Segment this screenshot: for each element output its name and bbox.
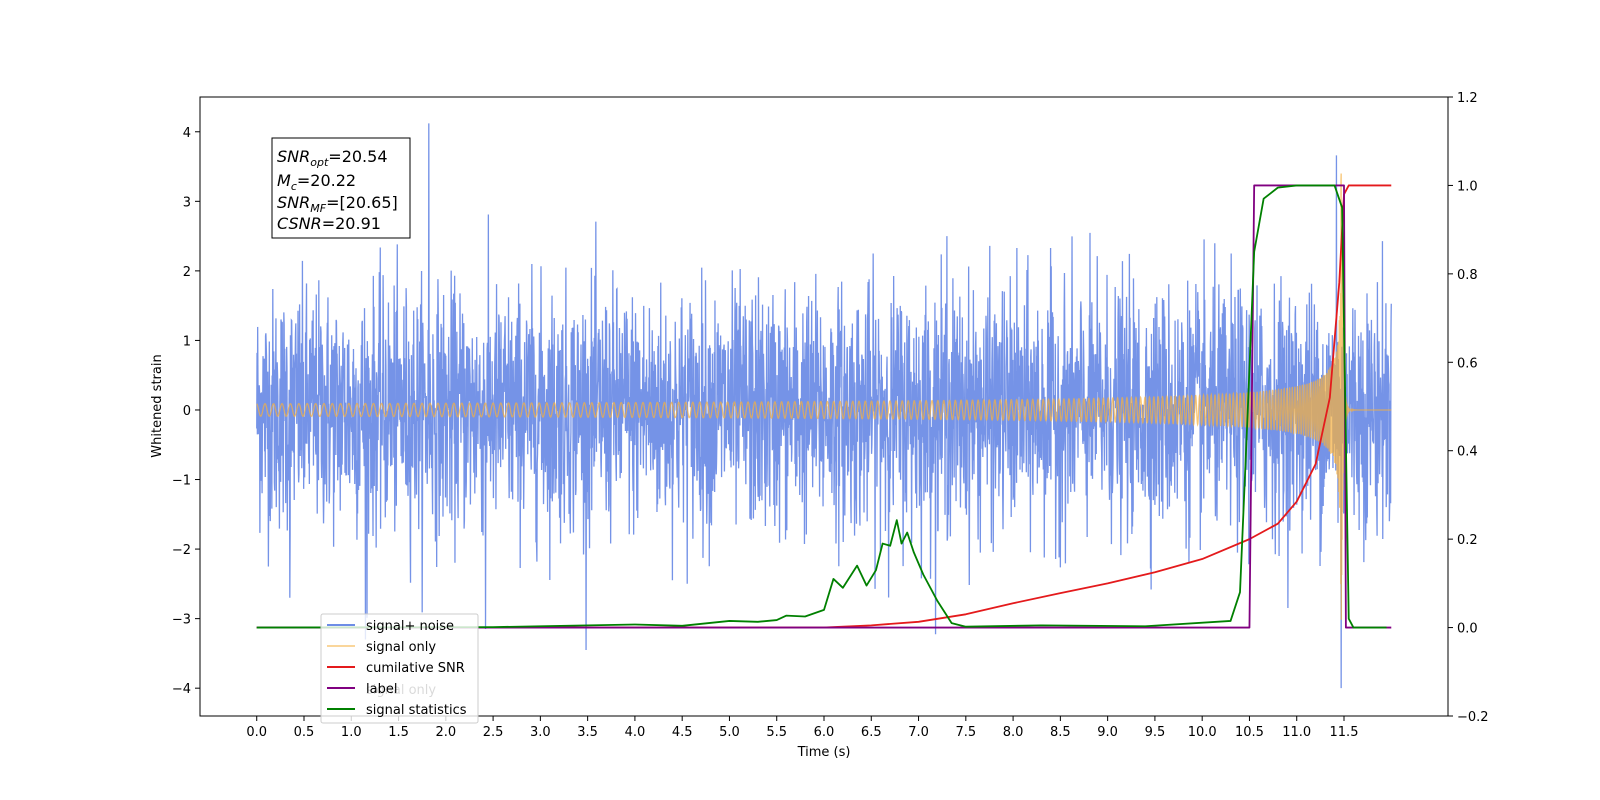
x-tick-label: 5.0	[719, 725, 740, 740]
y-tick-label: −1	[172, 474, 191, 489]
x-tick-label: 1.5	[388, 725, 409, 740]
y2-tick-label: 0.0	[1457, 622, 1478, 637]
y-tick-label: 3	[183, 195, 191, 210]
y2-tick-label: 1.0	[1457, 179, 1478, 194]
legend-label-cumilative-snr: cumilative SNR	[366, 661, 465, 676]
annotation-mc-value: =20.22	[297, 171, 356, 190]
x-tick-label: 0.5	[294, 725, 315, 740]
x-tick-label: 0.0	[246, 725, 267, 740]
y-tick-label: 4	[183, 126, 191, 141]
y2-tick-label: 0.4	[1457, 445, 1478, 460]
legend-label-signal-noise: signal+ noise	[366, 619, 454, 634]
annotation-snr-opt-subscript: opt	[310, 156, 329, 169]
legend: signal only signal+ noise signal only cu…	[320, 613, 479, 724]
x-tick-label: 7.5	[955, 725, 976, 740]
annotation-csnr: CSNR=20.91	[277, 214, 381, 233]
annotation-box: SNRopt=20.54 Mc=20.22 SNRMF=[20.65] CSNR…	[271, 137, 411, 239]
annotation-snr-opt-symbol: SNR	[277, 147, 310, 166]
y-tick-label: 1	[183, 334, 191, 349]
legend-label-signal-only: signal only	[366, 640, 436, 655]
y2-tick-label: −0.2	[1457, 710, 1489, 725]
annotation-snr-mf-subscript: MF	[310, 202, 326, 215]
x-tick-label: 10.5	[1235, 725, 1264, 740]
y-tick-label: 0	[183, 404, 191, 419]
x-tick-label: 10.0	[1188, 725, 1217, 740]
y2-tick-label: 1.2	[1457, 91, 1478, 106]
y-tick-label: −2	[172, 543, 191, 558]
x-tick-label: 6.5	[861, 725, 882, 740]
annotation-mc-subscript: c	[291, 180, 297, 193]
x-tick-label: 2.5	[483, 725, 504, 740]
annotation-mc-symbol: M	[277, 171, 291, 190]
plot-area	[256, 123, 1392, 689]
y-axis-title: Whitened strain	[150, 354, 165, 457]
y-tick-label: 2	[183, 265, 191, 280]
x-tick-label: 8.5	[1050, 725, 1071, 740]
x-tick-label: 7.0	[908, 725, 929, 740]
y2-tick-label: 0.2	[1457, 533, 1478, 548]
series-cumilative-snr	[256, 184, 1392, 629]
y-tick-label: −4	[172, 682, 191, 697]
annotation-snr-opt: SNRopt=20.54	[277, 147, 388, 169]
annotation-csnr-symbol: CSNR	[277, 214, 322, 233]
series-signal-statistics	[256, 184, 1387, 629]
x-tick-label: 2.0	[435, 725, 456, 740]
x-tick-label: 11.0	[1282, 725, 1311, 740]
annotation-frame	[271, 137, 411, 239]
x-tick-label: 5.5	[766, 725, 787, 740]
x-tick-label: 3.0	[530, 725, 551, 740]
y2-tick-label: 0.6	[1457, 356, 1478, 371]
y-tick-label: −3	[172, 613, 191, 628]
x-tick-label: 9.0	[1097, 725, 1118, 740]
legend-frame	[320, 613, 479, 724]
annotation-snr-mf: SNRMF=[20.65]	[277, 193, 398, 215]
x-tick-label: 4.5	[672, 725, 693, 740]
series-signal-only	[256, 173, 1392, 620]
annotation-csnr-value: =20.91	[322, 214, 381, 233]
annotation-snr-mf-symbol: SNR	[277, 193, 310, 212]
series-signal-noise	[256, 123, 1392, 689]
legend-label-signal-statistics: signal statistics	[366, 703, 467, 718]
x-tick-label: 4.0	[625, 725, 646, 740]
axes: 0.0 0.5 1.0 1.5 2.0 2.5 3.0 3.5 4.0 4.5 5.0 5.5 6.0 6…	[172, 91, 1489, 740]
legend-hidden-text: signal only	[366, 683, 436, 698]
x-tick-label: 3.5	[577, 725, 598, 740]
annotation-mc: Mc=20.22	[277, 171, 356, 193]
x-tick-label: 6.0	[814, 725, 835, 740]
x-tick-label: 9.5	[1145, 725, 1166, 740]
x-axis-title: Time (s)	[797, 745, 851, 760]
x-tick-label: 1.0	[341, 725, 362, 740]
y2-tick-label: 0.8	[1457, 268, 1478, 283]
annotation-snr-mf-value: =[20.65]	[326, 193, 398, 212]
x-tick-label: 11.5	[1330, 725, 1359, 740]
x-tick-label: 8.0	[1003, 725, 1024, 740]
legend-label-label: label	[366, 682, 397, 697]
annotation-snr-opt-value: =20.54	[328, 147, 387, 166]
